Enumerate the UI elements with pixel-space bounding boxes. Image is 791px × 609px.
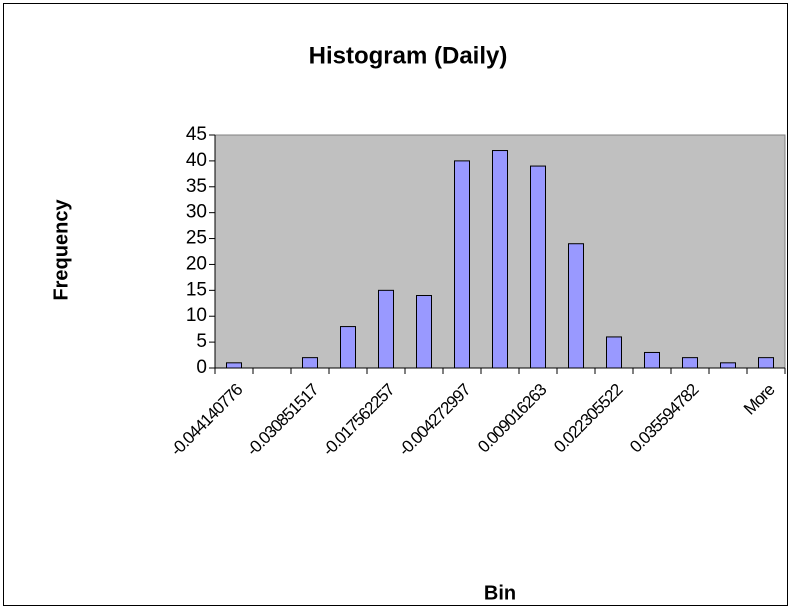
bar (606, 336, 622, 369)
y-tick-label: 20 (186, 253, 207, 274)
y-tick-label: 25 (186, 228, 207, 249)
chart-title: Histogram (Daily) (309, 42, 508, 69)
bar (378, 289, 394, 369)
y-tick-label: 15 (186, 279, 207, 300)
bar (758, 357, 774, 369)
bar (682, 357, 698, 369)
bar (492, 150, 508, 369)
bar (226, 362, 242, 369)
y-tick-label: 40 (186, 150, 207, 171)
bar (302, 357, 318, 369)
bar (454, 160, 470, 369)
y-tick-label: 45 (186, 124, 207, 145)
y-axis-title: Frequency (50, 199, 72, 301)
bar (530, 165, 546, 369)
bar (720, 362, 736, 369)
bar (644, 351, 660, 369)
y-tick-label: 30 (186, 202, 207, 223)
y-tick-label: 35 (186, 176, 207, 197)
bar (416, 295, 432, 369)
y-tick-label: 10 (186, 305, 207, 326)
x-axis-title: Bin (484, 582, 516, 604)
y-tick-label: 0 (196, 357, 207, 378)
bar (568, 243, 584, 369)
y-tick-label: 5 (196, 331, 207, 352)
bar (340, 326, 356, 369)
